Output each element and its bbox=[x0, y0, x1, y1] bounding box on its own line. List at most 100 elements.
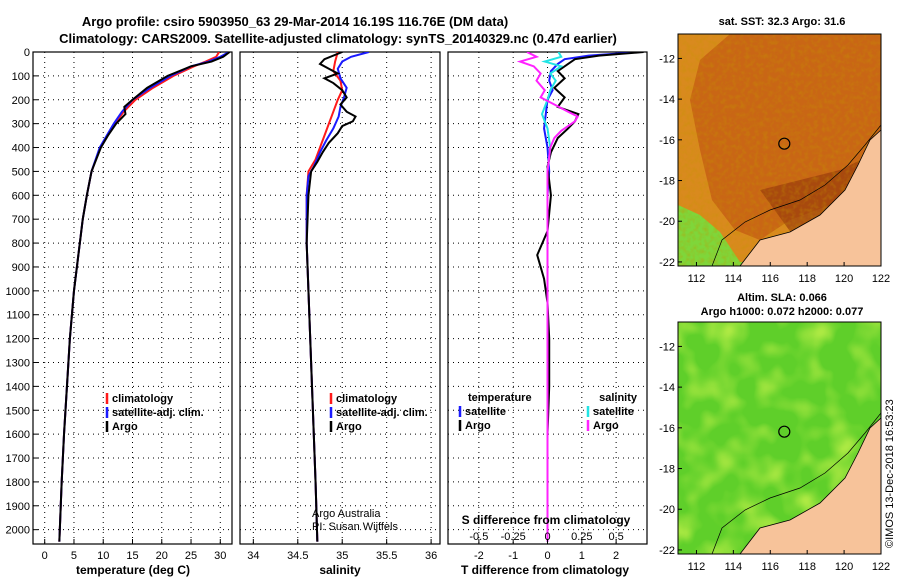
y-tick-label: 1300 bbox=[6, 357, 30, 369]
salinity-frame bbox=[239, 51, 441, 545]
map-x-tick-label: 120 bbox=[835, 273, 853, 285]
x-tick-label: 1 bbox=[579, 550, 585, 562]
y-tick-label: 2000 bbox=[6, 525, 30, 537]
y-tick-label: 0 bbox=[24, 47, 30, 59]
map-y-tick-label: -16 bbox=[659, 423, 675, 435]
map-x-tick-label: 118 bbox=[798, 561, 816, 573]
sla-map: Altim. SLA: 0.066 Argo h1000: 0.072 h200… bbox=[659, 292, 890, 573]
s-diff-tick-label: 0.25 bbox=[571, 531, 592, 543]
map-y-tick-label: -22 bbox=[659, 545, 675, 557]
y-tick-label: 300 bbox=[12, 119, 30, 131]
sst-map-title: sat. SST: 32.3 Argo: 31.6 bbox=[719, 16, 846, 28]
map-x-tick-label: 114 bbox=[725, 273, 743, 285]
x-tick-label: 0 bbox=[544, 550, 550, 562]
legend-label: Argo bbox=[112, 421, 138, 433]
temperature-grid bbox=[33, 51, 232, 544]
map-x-tick-label: 120 bbox=[835, 561, 853, 573]
temperature-xlabel: temperature (deg C) bbox=[76, 563, 190, 577]
s-diff-x-ticks: -0.5 -0.25 0 0.25 0.5 bbox=[469, 531, 623, 543]
map-y-tick-label: -12 bbox=[659, 341, 675, 353]
legend-label: Argo bbox=[336, 421, 362, 433]
legend-label: Argo bbox=[465, 420, 491, 432]
y-tick-label: 500 bbox=[12, 166, 30, 178]
map-x-tick-label: 116 bbox=[761, 561, 779, 573]
sla-map-ticks: 112 114 116 118 120 122 -12 -14 -16 -18 -20 -22 bbox=[659, 341, 890, 573]
legend-title-temperature: temperature bbox=[468, 392, 532, 404]
legend-title-salinity: salinity bbox=[599, 392, 638, 404]
sst-map-ticks: 112 114 116 118 120 122 -12 -14 -16 -18 -20 -22 bbox=[659, 53, 890, 285]
map-x-tick-label: 116 bbox=[761, 273, 779, 285]
s-diff-xlabel: S difference from climatology bbox=[462, 513, 631, 527]
salinity-x-ticks: 34 34.5 35 35.5 36 bbox=[247, 539, 437, 562]
y-tick-label: 800 bbox=[12, 238, 30, 250]
series-line-satellite-adj-clim- bbox=[58, 52, 230, 542]
title-line-2: Climatology: CARS2009. Satellite-adjuste… bbox=[59, 31, 617, 46]
x-tick-label: -2 bbox=[474, 550, 484, 562]
x-tick-label: 2 bbox=[613, 550, 619, 562]
y-tick-label: 1800 bbox=[6, 477, 30, 489]
map-y-tick-label: -14 bbox=[659, 382, 675, 394]
s-diff-tick-label: 0 bbox=[544, 531, 550, 543]
y-tick-label: 700 bbox=[12, 214, 30, 226]
map-y-tick-label: -20 bbox=[659, 504, 675, 516]
map-x-tick-label: 122 bbox=[872, 273, 890, 285]
map-y-tick-label: -16 bbox=[659, 135, 675, 147]
sst-map: sat. SST: 32.3 Argo: 31.6 112 114 116 118 12… bbox=[659, 16, 890, 285]
map-x-tick-label: 112 bbox=[688, 273, 706, 285]
sst-map-frame bbox=[677, 33, 882, 267]
legend-label: satellite bbox=[465, 406, 506, 418]
imos-credit: ©IMOS 13-Dec-2018 16:53:23 bbox=[884, 399, 896, 548]
temperature-x-ticks: 0 5 10 15 20 25 30 bbox=[42, 539, 226, 562]
series-line-argo bbox=[58, 52, 231, 542]
sla-map-title-1: Altim. SLA: 0.066 bbox=[737, 292, 827, 304]
sst-float-marker bbox=[778, 137, 791, 150]
y-tick-label: 100 bbox=[12, 71, 30, 83]
y-tick-label: 1700 bbox=[6, 453, 30, 465]
map-y-tick-label: -12 bbox=[659, 53, 675, 65]
y-tick-label: 1600 bbox=[6, 429, 30, 441]
y-tick-label: 900 bbox=[12, 262, 30, 274]
salinity-panel: 34 34.5 35 35.5 36 salinity climatology satel… bbox=[239, 51, 441, 577]
sla-map-title-2: Argo h1000: 0.072 h2000: 0.077 bbox=[701, 306, 864, 318]
difference-legend: temperature salinity satellite Argo satellit… bbox=[458, 392, 638, 432]
series-line-s-argo bbox=[516, 52, 580, 542]
y-tick-label: 600 bbox=[12, 190, 30, 202]
x-tick-label: -1 bbox=[508, 550, 518, 562]
x-tick-label: 34.5 bbox=[287, 550, 308, 562]
y-tick-label: 1400 bbox=[6, 381, 30, 393]
x-tick-label: 36 bbox=[425, 550, 437, 562]
y-tick-label: 1500 bbox=[6, 405, 30, 417]
map-x-tick-label: 114 bbox=[725, 561, 743, 573]
x-tick-label: 34 bbox=[247, 550, 259, 562]
map-y-tick-label: -20 bbox=[659, 216, 675, 228]
series-line-climatology bbox=[305, 52, 344, 542]
series-line-t-satellite bbox=[543, 52, 641, 542]
x-tick-label: 30 bbox=[214, 550, 226, 562]
legend-label: Argo bbox=[593, 420, 619, 432]
x-tick-label: 15 bbox=[126, 550, 138, 562]
x-tick-label: 35.5 bbox=[376, 550, 397, 562]
sla-float-marker bbox=[778, 425, 791, 438]
salinity-legend: climatology satellite-adj. clim. Argo bbox=[329, 393, 428, 433]
map-x-tick-label: 112 bbox=[688, 561, 706, 573]
s-diff-tick-label: -0.5 bbox=[469, 531, 488, 543]
salinity-grid bbox=[240, 51, 440, 544]
temperature-panel: 0 5 10 15 20 25 30 0 100 200 300 400 500 600 700 800 90… bbox=[6, 47, 233, 577]
s-diff-tick-label: 0.5 bbox=[608, 531, 623, 543]
x-tick-label: 10 bbox=[97, 550, 109, 562]
y-tick-label: 1000 bbox=[6, 286, 30, 298]
x-tick-label: 0 bbox=[42, 550, 48, 562]
map-x-tick-label: 122 bbox=[872, 561, 890, 573]
map-y-tick-label: -18 bbox=[659, 176, 675, 188]
map-x-tick-label: 118 bbox=[798, 273, 816, 285]
legend-label: climatology bbox=[336, 393, 398, 405]
y-tick-label: 400 bbox=[12, 143, 30, 155]
series-line-climatology bbox=[58, 52, 220, 542]
map-y-tick-label: -18 bbox=[659, 464, 675, 476]
x-tick-label: 35 bbox=[336, 550, 348, 562]
difference-grid bbox=[448, 51, 647, 544]
x-tick-label: 20 bbox=[156, 550, 168, 562]
difference-series bbox=[516, 52, 644, 542]
salinity-xlabel: salinity bbox=[319, 563, 361, 577]
